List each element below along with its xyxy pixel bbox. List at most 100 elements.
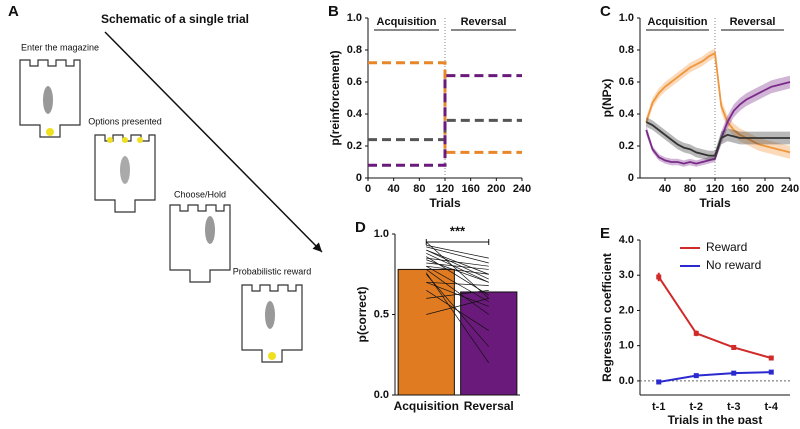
subject-line xyxy=(426,249,489,275)
legend-label: No reward xyxy=(706,258,761,272)
y-tick-label: 0.8 xyxy=(347,44,362,56)
subject-line xyxy=(425,272,490,363)
x-tick-label: 0 xyxy=(365,183,371,195)
subject-line xyxy=(426,290,489,331)
x-tick-label: t-2 xyxy=(690,401,703,413)
series-line xyxy=(645,121,790,157)
annotation: Acquisition xyxy=(648,16,708,28)
x-tick-label: 40 xyxy=(388,183,400,195)
step-label: Choose/Hold xyxy=(174,189,226,199)
y-axis-label: Regression coefficient xyxy=(600,253,614,382)
point xyxy=(693,373,699,379)
y-axis-label: p(correct) xyxy=(355,286,369,342)
y-tick-label: 0.0 xyxy=(374,389,389,401)
point xyxy=(693,330,699,336)
subject-line xyxy=(426,249,489,280)
y-tick-label: 0.6 xyxy=(347,76,362,88)
subject-line xyxy=(426,253,489,283)
chamber xyxy=(241,284,303,363)
x-axis-label: Trials xyxy=(429,196,461,210)
panel-label: A xyxy=(8,3,19,20)
x-tick-label: 120 xyxy=(706,183,724,195)
y-tick-label: 0 xyxy=(628,172,634,184)
error-band xyxy=(646,48,790,159)
annotation: *** xyxy=(450,223,466,238)
bar xyxy=(460,291,518,396)
error-band xyxy=(646,75,790,167)
y-tick-label: 0.2 xyxy=(347,140,362,152)
series-line xyxy=(657,276,772,359)
x-tick-label: 240 xyxy=(513,183,531,195)
step-label: Probabilistic reward xyxy=(233,266,312,276)
y-tick-label: 0.6 xyxy=(619,76,634,88)
x-tick-label: t-4 xyxy=(765,401,779,413)
y-tick-label: 1.0 xyxy=(347,12,362,24)
step-label: Enter the magazine xyxy=(21,42,99,52)
y-tick-label: 0.0 xyxy=(619,375,634,387)
y-tick-label: 4.0 xyxy=(619,234,634,246)
point xyxy=(768,369,774,375)
subject-line xyxy=(426,262,489,270)
chamber xyxy=(19,59,81,138)
point xyxy=(656,274,662,280)
subject-line xyxy=(426,265,489,302)
y-tick-label: 3.0 xyxy=(619,269,634,281)
x-tick-label: 80 xyxy=(413,183,425,195)
x-tick-label: 80 xyxy=(684,183,696,195)
series-line xyxy=(658,371,772,383)
y-tick-label: 0.5 xyxy=(374,308,389,320)
x-axis-label: Trials xyxy=(699,196,731,210)
y-axis-label: p(NPx) xyxy=(600,79,614,118)
point xyxy=(731,370,737,376)
point xyxy=(768,355,774,361)
panel-label: C xyxy=(600,3,611,20)
x-tick-label: 160 xyxy=(731,183,749,195)
y-tick-label: 1.0 xyxy=(619,340,634,352)
y-tick-label: 0.2 xyxy=(619,140,634,152)
x-tick-label: t-3 xyxy=(727,401,740,413)
panel-label: E xyxy=(600,225,610,242)
y-tick-label: 1.0 xyxy=(374,228,389,240)
x-tick-label: 200 xyxy=(756,183,774,195)
annotation: Reversal xyxy=(461,16,507,28)
subject-line xyxy=(426,256,489,296)
y-tick-label: 2.0 xyxy=(619,304,634,316)
x-tick-label: t-1 xyxy=(652,401,665,413)
schematic-title: Schematic of a single trial xyxy=(101,12,249,26)
y-tick-label: 1.0 xyxy=(619,12,634,24)
x-tick-label: 240 xyxy=(781,183,799,195)
subject-line xyxy=(426,265,489,275)
panel-label: D xyxy=(355,219,366,236)
x-tick-label: 120 xyxy=(436,183,454,195)
x-tick-label: 40 xyxy=(659,183,671,195)
y-tick-label: 0.4 xyxy=(347,108,363,120)
panel-label: B xyxy=(328,3,339,20)
subject-line xyxy=(426,298,489,315)
y-axis-label: p(reinforcement) xyxy=(328,50,342,145)
error-band xyxy=(646,117,790,161)
x-axis-label: Trials in the past xyxy=(668,413,763,424)
y-tick-label: 0.8 xyxy=(619,44,634,56)
step-label: Options presented xyxy=(88,116,162,126)
subject-line xyxy=(426,244,489,259)
subject-line xyxy=(426,269,489,315)
point xyxy=(731,344,737,350)
x-tick-label: 200 xyxy=(487,183,505,195)
subject-line xyxy=(426,246,489,264)
x-tick-label: Acquisition xyxy=(394,399,459,413)
y-tick-label: 0 xyxy=(356,172,362,184)
point xyxy=(656,379,662,385)
annotation: Reversal xyxy=(730,16,776,28)
bar xyxy=(397,268,455,396)
annotation: Acquisition xyxy=(377,16,437,28)
subject-line xyxy=(426,259,489,283)
chamber xyxy=(169,204,231,283)
y-tick-label: 0.4 xyxy=(619,108,635,120)
x-tick-label: 160 xyxy=(461,183,479,195)
series-line xyxy=(645,51,791,154)
legend-label: Reward xyxy=(706,240,747,254)
chamber xyxy=(94,134,156,213)
x-tick-label: Reversal xyxy=(464,399,514,413)
arrow xyxy=(104,31,323,253)
